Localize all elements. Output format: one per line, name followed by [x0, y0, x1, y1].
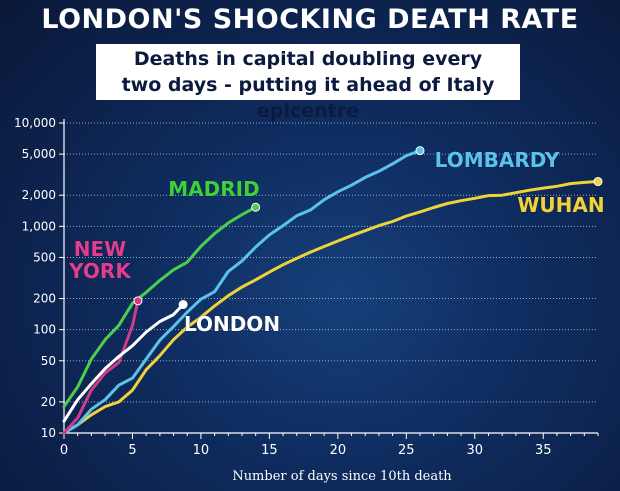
subtitle-box: Deaths in capital doubling every two day…	[96, 44, 520, 122]
series-line-london	[62, 303, 185, 423]
subtitle-line-1: Deaths in capital doubling every	[133, 48, 483, 70]
series-line-new-york	[62, 299, 140, 435]
series-label-wuhan: WUHAN	[517, 193, 604, 217]
y-tick-label-50: 50	[41, 354, 56, 368]
series-end-point-wuhan	[593, 177, 603, 187]
x-tick-label-20: 20	[330, 443, 347, 458]
y-tick-label-500: 500	[33, 250, 56, 264]
y-tick-label-10: 10	[41, 426, 56, 440]
series-label-new-york-line-1: NEW	[74, 237, 126, 261]
x-axis-label: Number of days since 10th death	[232, 469, 452, 484]
y-tick-label-200: 200	[33, 292, 56, 306]
series-label-madrid: MADRID	[168, 177, 259, 201]
subtitle-line-2: two days - putting it ahead of Italy epi…	[121, 74, 495, 122]
x-tick-label-5: 5	[128, 443, 136, 458]
series-label-new-york-line-2: YORK	[68, 259, 132, 283]
series-line-wuhan	[62, 180, 600, 435]
chart-title: LONDON'S SHOCKING DEATH RATE	[41, 4, 579, 35]
y-tick-label-20: 20	[41, 395, 56, 409]
series-end-point-new-york	[133, 296, 143, 306]
x-tick-label-25: 25	[398, 443, 415, 458]
y-tick-label-5,000: 5,000	[22, 147, 56, 161]
series-end-point-london	[178, 300, 188, 310]
series-end-point-madrid	[251, 202, 261, 212]
series-line-madrid	[62, 205, 258, 409]
x-tick-label-15: 15	[261, 443, 278, 458]
series-label-london: LONDON	[184, 312, 280, 336]
y-tick-label-2,000: 2,000	[22, 188, 56, 202]
y-tick-label-1,000: 1,000	[22, 219, 56, 233]
x-tick-label-35: 35	[535, 443, 552, 458]
series-line-lombardy	[62, 149, 422, 435]
y-tick-label-10,000: 10,000	[14, 116, 56, 130]
y-tick-label-100: 100	[33, 323, 56, 337]
x-tick-label-0: 0	[60, 443, 68, 458]
x-tick-label-30: 30	[466, 443, 483, 458]
series-end-point-lombardy	[415, 146, 425, 156]
x-tick-label-10: 10	[193, 443, 210, 458]
series-label-lombardy: LOMBARDY	[435, 148, 560, 172]
